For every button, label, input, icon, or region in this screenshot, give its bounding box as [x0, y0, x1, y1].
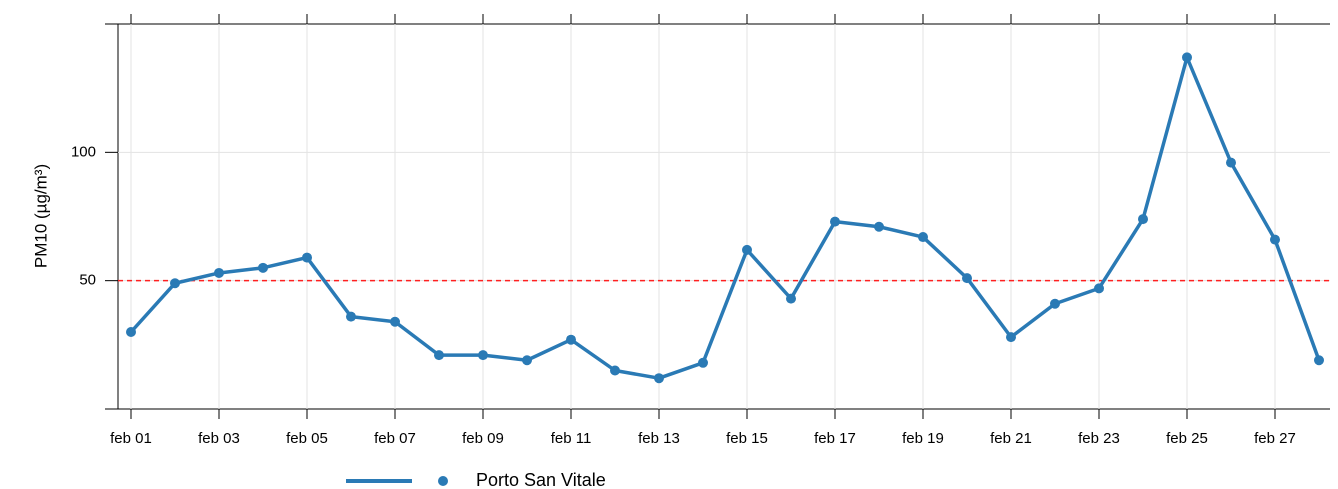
- data-point: [434, 350, 444, 361]
- x-tick-label: feb 21: [990, 430, 1032, 447]
- data-point: [1182, 52, 1192, 63]
- data-point: [962, 273, 972, 284]
- data-point: [170, 278, 180, 289]
- x-tick-label: feb 23: [1078, 430, 1120, 447]
- data-point: [1006, 332, 1016, 343]
- x-tick-label: feb 27: [1254, 430, 1296, 447]
- x-tick-label: feb 03: [198, 430, 240, 447]
- data-point: [258, 262, 268, 273]
- data-point: [390, 316, 400, 327]
- y-tick-label: 50: [79, 272, 96, 289]
- data-point: [830, 216, 840, 227]
- data-point: [126, 327, 136, 337]
- data-point: [346, 311, 356, 322]
- data-point: [742, 244, 752, 255]
- y-tick-label: 100: [71, 143, 96, 160]
- data-point: [566, 334, 576, 345]
- data-point: [698, 357, 708, 368]
- data-point: [1050, 298, 1060, 309]
- x-tick-label: feb 01: [110, 430, 152, 447]
- x-tick-label: feb 13: [638, 430, 680, 447]
- x-tick-label: feb 05: [286, 430, 328, 447]
- x-tick-label: feb 11: [551, 430, 592, 447]
- data-point: [874, 221, 884, 232]
- legend-marker: [438, 476, 448, 486]
- data-point: [654, 373, 664, 384]
- data-point: [1094, 283, 1104, 294]
- x-tick-label: feb 07: [374, 430, 416, 447]
- data-point: [1314, 355, 1324, 366]
- x-tick-label: feb 25: [1166, 430, 1208, 447]
- data-point: [522, 355, 532, 366]
- x-tick-label: feb 09: [462, 430, 504, 447]
- x-tick-label: feb 15: [726, 430, 768, 447]
- data-point: [302, 252, 312, 263]
- data-line: [129, 55, 1321, 380]
- data-point: [214, 267, 224, 278]
- data-point: [1226, 157, 1236, 168]
- data-point: [1138, 214, 1148, 225]
- x-tick-label: feb 17: [814, 430, 856, 447]
- data-point: [786, 293, 796, 304]
- data-point: [1270, 234, 1280, 245]
- legend-label: Porto San Vitale: [476, 470, 606, 489]
- x-tick-label: feb 19: [902, 430, 944, 447]
- data-point: [610, 365, 620, 376]
- data-point: [478, 350, 488, 361]
- data-point: [918, 232, 928, 243]
- y-axis-label: PM10 (µg/m³): [31, 164, 50, 268]
